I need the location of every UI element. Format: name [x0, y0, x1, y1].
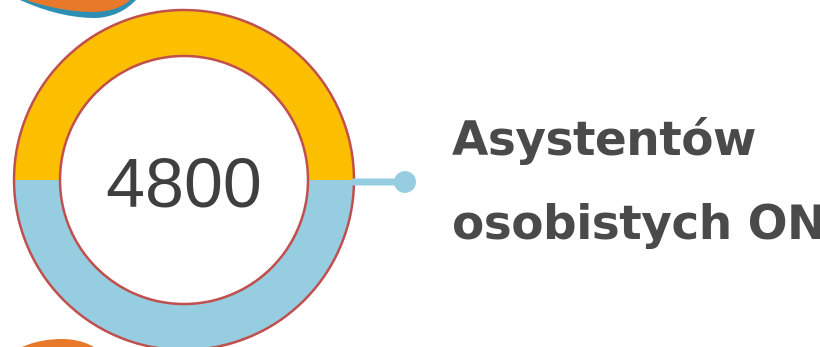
orange-accent-circle-bottom — [22, 339, 94, 347]
stat-value: 4800 — [106, 144, 262, 222]
stat-label-line-2: osobistych ON — [452, 196, 820, 251]
ring-top-half — [14, 10, 354, 180]
ring-inner-circle — [58, 54, 310, 306]
ring-bottom-half — [14, 180, 354, 347]
donut-ring — [12, 8, 356, 347]
connector-pointer — [350, 171, 416, 193]
orange-accent-circle-top — [20, 0, 136, 18]
stat-label-line-1: Asystentów — [452, 112, 756, 167]
